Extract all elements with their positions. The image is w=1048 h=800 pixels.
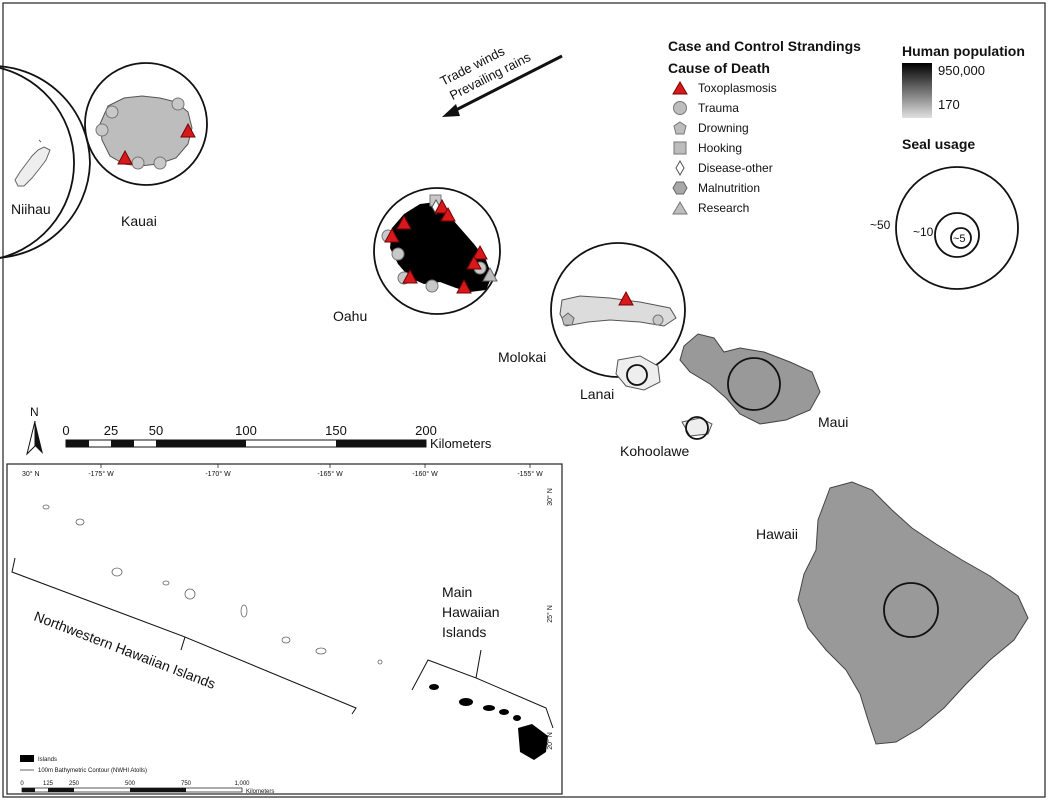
legend-item-drowning: Drowning: [673, 121, 749, 135]
population-min: 170: [938, 97, 960, 112]
inset-scale-tick: 1,000: [234, 781, 250, 787]
mhi-label-1: Main: [442, 584, 472, 600]
nwhi-atolls: [42, 504, 383, 665]
legend-subtitle: Cause of Death: [668, 60, 770, 76]
seal-usage-title: Seal usage: [902, 136, 975, 152]
population-max: 950,000: [938, 63, 985, 78]
niihau-seal-circle: [0, 65, 91, 259]
legend-title: Case and Control Strandings: [668, 38, 861, 54]
mhi-label-3: Islands: [442, 624, 486, 640]
legend: Case and Control Strandings Cause of Dea…: [668, 38, 861, 215]
grey-pentagon-icon: [673, 121, 687, 135]
legend-label: Toxoplasmosis: [698, 81, 777, 95]
legend-label: Malnutrition: [698, 181, 760, 195]
grey-circle-icon: [673, 101, 687, 115]
scale-tick-label: 200: [415, 423, 437, 438]
kauai-seal-circle: [84, 62, 208, 186]
seal-circle-medium: [934, 212, 980, 258]
legend-item-toxoplasmosis: Toxoplasmosis: [672, 81, 777, 95]
legend-label: Hooking: [698, 141, 742, 155]
oahu-seal-circle: [373, 187, 501, 315]
north-letter: N: [30, 405, 39, 419]
trade-wind-arrow: [442, 54, 563, 117]
maui-seal-circle: [727, 357, 781, 411]
inset-lon-label: -175° W: [88, 470, 114, 478]
grey-triangle-icon: [672, 201, 688, 215]
scale-tick-label: 100: [235, 423, 257, 438]
seal-circle-small: [950, 227, 972, 249]
inset-scale-tick: 250: [69, 781, 80, 787]
inset-lon-label: -170° W: [205, 470, 231, 478]
scale-tick-label: 0: [62, 423, 69, 438]
inset-lon-label: -155° W: [517, 470, 543, 478]
kauai-label: Kauai: [121, 213, 157, 229]
legend-label: Research: [698, 201, 749, 215]
legend-label: Drowning: [698, 121, 749, 135]
diamond-outline-icon: [675, 159, 685, 177]
legend-item-malnutrition: Malnutrition: [672, 181, 760, 195]
scale-tick-label: 25: [104, 423, 118, 438]
kahoolawe-seal-circle: [685, 416, 709, 440]
seal-large-label: ~50: [870, 218, 891, 232]
legend-item-hooking: Hooking: [673, 141, 742, 155]
seal-small-label: ~5: [953, 233, 966, 245]
oahu-label: Oahu: [333, 308, 367, 324]
inset-scale-tick: 500: [125, 781, 136, 787]
mhi-label-2: Hawaiian: [442, 604, 500, 620]
inset-scale-tick: 125: [43, 781, 54, 787]
inset-lon-label: -165° W: [317, 470, 343, 478]
inset-legend-islands: Islands: [38, 757, 57, 763]
legend-item-trauma: Trauma: [673, 101, 739, 115]
kauai-island: [84, 62, 208, 186]
lanai-label: Lanai: [580, 386, 614, 402]
inset-corner-lat: 30° N: [22, 470, 40, 478]
niihau-island: [0, 65, 91, 259]
north-arrow: N: [26, 405, 43, 456]
hawaii-label: Hawaii: [756, 526, 798, 542]
scale-tick-label: 50: [149, 423, 163, 438]
legend-label: Trauma: [698, 101, 739, 115]
inset-lon-label: -160° W: [412, 470, 438, 478]
inset-frame: [6, 463, 563, 795]
grey-square-icon: [673, 141, 687, 155]
kahoolawe-island: [681, 416, 713, 440]
scale-bar: 0 25 50 100 150 200 Kilometers: [62, 423, 492, 451]
lanai-seal-circle: [626, 364, 648, 386]
population-title: Human population: [902, 43, 1025, 59]
inset-legend-island-swatch: [20, 755, 34, 762]
hawaii-island: [797, 481, 1029, 745]
legend-label: Disease-other: [698, 161, 773, 175]
inset-legend-contour: 100m Bathymetric Contour (NWHI Atolls): [38, 768, 147, 774]
legend-item-research: Research: [672, 201, 749, 215]
molokai-label: Molokai: [498, 349, 546, 365]
inset-scale-tick: 750: [181, 781, 192, 787]
inset-lat-label: 20° N: [546, 732, 554, 750]
inset-lat-label: 25° N: [546, 605, 554, 623]
inset-lat-label: 30° N: [546, 488, 554, 506]
grey-hexagon-icon: [672, 181, 688, 195]
niihau-label: Niihau: [11, 201, 51, 217]
legend-item-disease-other: Disease-other: [675, 159, 773, 177]
scale-unit: Kilometers: [430, 436, 492, 451]
inset-scale-tick: 0: [20, 781, 24, 787]
kauai-strandings: [95, 97, 196, 170]
lanai-island: [615, 355, 661, 391]
inset-scale-unit: Kilometers: [246, 789, 274, 795]
molokai-island: [550, 242, 686, 378]
red-triangle-icon: [672, 81, 688, 95]
seal-circle-large: [895, 166, 1019, 290]
maui-island: [679, 333, 821, 425]
oahu-strandings: [381, 194, 498, 294]
mhi-islands: [429, 684, 548, 760]
maui-label: Maui: [818, 414, 848, 430]
scale-tick-label: 150: [325, 423, 347, 438]
kahoolawe-label: Kohoolawe: [620, 443, 689, 459]
hawaii-seal-circle: [883, 582, 939, 638]
seal-usage-legend: Seal usage ~50 ~10 ~5: [870, 136, 1019, 290]
inset-map: -175° W -170° W -165° W -160° W -155° W 30° …: [6, 463, 563, 795]
population-legend: Human population 950,000 170: [902, 43, 1025, 118]
seal-medium-label: ~10: [913, 225, 934, 239]
population-colorbar: [902, 63, 932, 118]
